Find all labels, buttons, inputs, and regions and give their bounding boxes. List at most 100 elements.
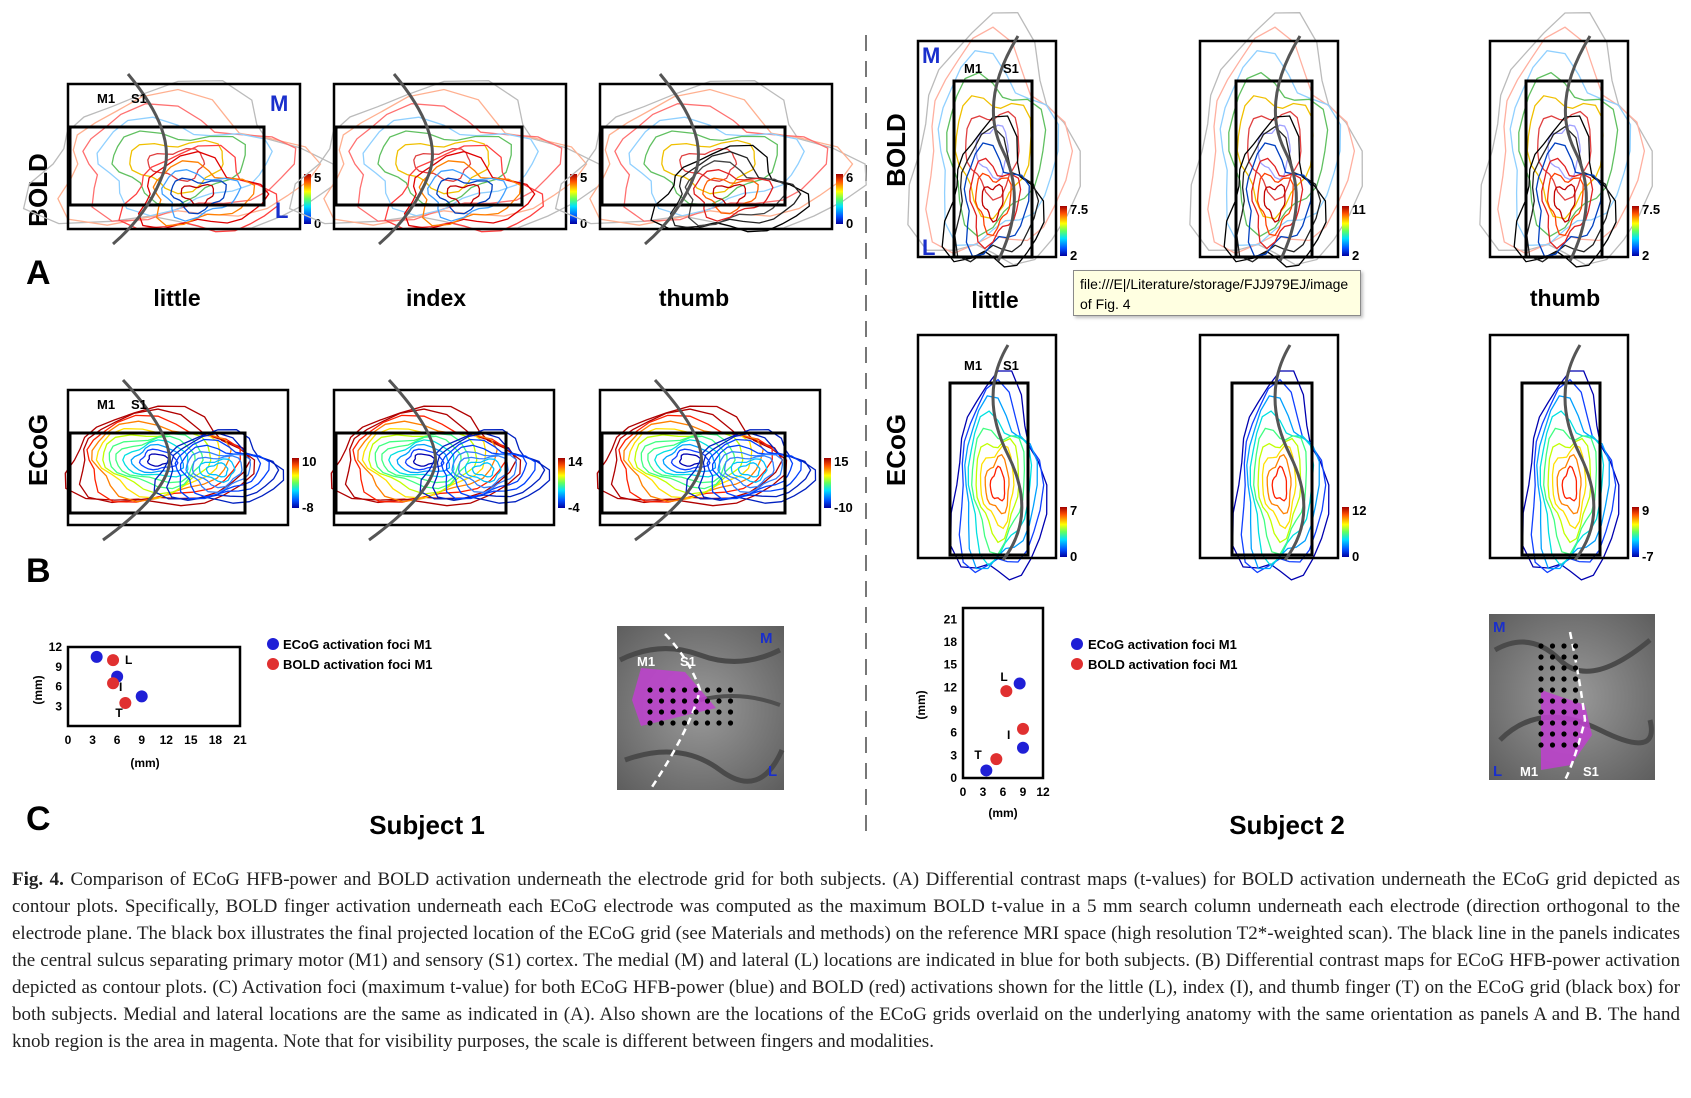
contour-line — [669, 150, 802, 230]
contour-line — [323, 88, 588, 226]
contour-line — [330, 405, 522, 507]
colorbar — [304, 174, 311, 224]
contour-line — [388, 439, 455, 478]
electrode-dot — [1538, 687, 1544, 693]
ecog-grid-box — [600, 125, 787, 207]
colorbar-min-label: 0 — [1070, 549, 1077, 564]
colorbar — [570, 174, 577, 224]
legend-ecog-marker — [267, 638, 279, 650]
electrode-dot — [670, 698, 676, 704]
central-sulcus-line — [1273, 35, 1302, 262]
contour-line — [396, 443, 451, 474]
contour-line — [419, 429, 551, 504]
colorbar-max-label: 12 — [1352, 503, 1366, 518]
colorbar-min-label: 2 — [1352, 248, 1359, 263]
x-tick-label: 15 — [184, 733, 198, 747]
contour-line — [614, 103, 829, 222]
contour-line — [185, 451, 252, 494]
x-tick-label: 0 — [960, 785, 967, 799]
contour-line — [180, 183, 215, 207]
electrode-dot — [716, 687, 722, 693]
central-sulcus-line — [112, 73, 168, 246]
contour-line — [451, 451, 518, 494]
y-tick-label: 15 — [944, 658, 958, 672]
contour-line — [96, 116, 273, 217]
foci-yunit-s1: (mm) — [31, 675, 45, 704]
contour-line — [925, 26, 1074, 255]
bold-focus-thumb — [990, 753, 1003, 766]
contour-line — [446, 183, 481, 207]
contour-line — [989, 465, 1006, 502]
row-label-ecog-s2: ECoG — [881, 414, 911, 486]
electrode-dot — [647, 687, 653, 693]
ecog-map-s1-thumb: 15 -10 — [596, 378, 853, 542]
electrode-dot — [1538, 709, 1544, 715]
caption-text: Comparison of ECoG HFB-power and BOLD ac… — [12, 869, 1680, 1052]
focus-label-thumb: T — [115, 706, 123, 720]
colorbar-max-label: 7.5 — [1642, 202, 1660, 217]
label-lateral: L — [922, 235, 935, 260]
x-tick-label: 9 — [1020, 785, 1027, 799]
colorbar-min-label: -10 — [834, 500, 853, 515]
foci-plot-s1: 0 3 6 9 12 15 18 21 12 9 6 3 (mm) (mm) LIT — [31, 640, 247, 770]
electrode-dot — [1549, 665, 1556, 671]
brain-medial-label-s2: M — [1493, 619, 1506, 636]
bold-focus-little — [107, 654, 120, 667]
contour-line — [697, 432, 812, 502]
contour-line — [404, 448, 445, 471]
label-medial: M — [270, 91, 288, 116]
contour-line — [348, 103, 563, 222]
contour-line — [471, 462, 495, 478]
colorbar-max-label: 9 — [1642, 503, 1649, 518]
electrode-dot — [693, 698, 699, 704]
grid-outer-box — [1488, 333, 1630, 560]
brain-lateral-label-s1: L — [768, 763, 777, 780]
label-lateral: L — [275, 198, 288, 223]
contour-line — [1530, 378, 1617, 574]
contour-line — [730, 458, 768, 483]
file-path-tooltip: file:///E|/Literature/storage/FJJ979EJ/i… — [1073, 270, 1361, 316]
electrode-dot — [693, 720, 699, 726]
colorbar — [1632, 206, 1639, 256]
contour-line — [395, 139, 490, 195]
electrode-dot — [1549, 720, 1556, 726]
electrode-dot — [1538, 742, 1544, 748]
colorbar-min-label: -8 — [302, 500, 314, 515]
contour-line — [198, 458, 236, 483]
finger-label-little-s1: little — [153, 285, 200, 311]
colorbar-max-label: 11 — [1352, 202, 1366, 217]
grid-outer-box — [1488, 39, 1630, 259]
x-tick-label: 9 — [138, 733, 145, 747]
ecog-focus-index — [1017, 741, 1029, 754]
caption-label: Fig. 4. — [12, 869, 64, 890]
contour-line — [115, 435, 196, 484]
y-tick-label: 6 — [950, 726, 957, 740]
colorbar — [558, 458, 565, 508]
foci-yunit-s2: (mm) — [914, 690, 928, 719]
bold-map-s1-little: 50 — [22, 73, 335, 246]
bold-focus-little — [1000, 685, 1013, 698]
legend-ecog-label: ECoG activation foci M1 — [1088, 637, 1237, 652]
focus-label-index: I — [119, 680, 122, 694]
electrode-dot — [1572, 643, 1579, 649]
contour-line — [1251, 157, 1304, 250]
central-sulcus-line — [1273, 344, 1306, 561]
contour-line — [427, 169, 508, 222]
finger-label-thumb-s2: thumb — [1530, 285, 1600, 311]
grid-outer-box — [598, 388, 822, 527]
electrode-dot — [727, 709, 734, 715]
ecog-focus-thumb — [135, 690, 148, 703]
colorbar-min-label: 0 — [1352, 549, 1359, 564]
contour-line — [362, 116, 539, 217]
focus-label-index: I — [1007, 728, 1010, 742]
panel-label-a: A — [26, 254, 51, 292]
brain-anatomy-s2: M L M1 S1 — [1489, 614, 1655, 781]
electrode-dot — [647, 698, 653, 704]
electrode-dot — [1561, 709, 1567, 715]
electrode-dot — [727, 698, 734, 704]
grid-outer-box — [1198, 333, 1340, 560]
colorbar-max-label: 7.5 — [1070, 202, 1088, 217]
contour-line — [650, 144, 810, 233]
central-sulcus-line — [644, 73, 700, 246]
contour-line — [1256, 172, 1294, 237]
